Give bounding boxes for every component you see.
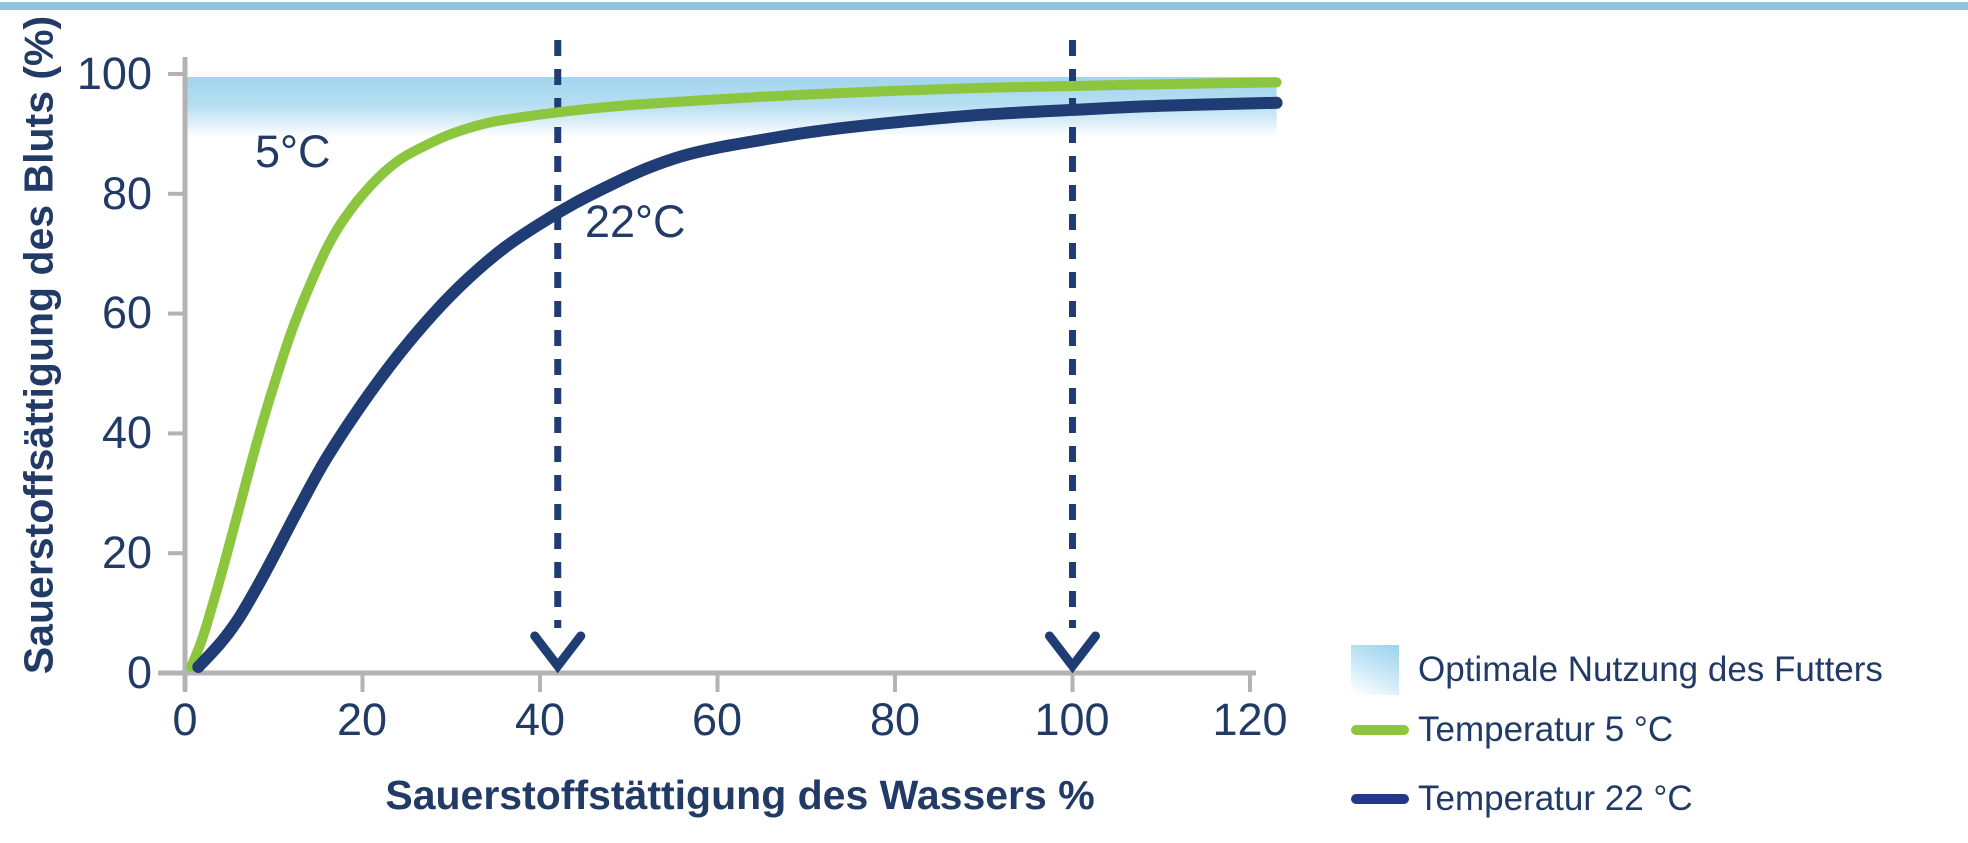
x-axis-title: Sauerstoffstättigung des Wassers % (385, 772, 1095, 818)
temp-5c-line-swatch (1351, 725, 1409, 735)
temp-22c-line-swatch (1351, 794, 1409, 804)
x-tick-label: 120 (1212, 694, 1288, 745)
legend-swatch-wrap (1351, 725, 1418, 735)
legend-item-temp-5c: Temperatur 5 °C (1351, 705, 1673, 755)
legend-item-label: Temperatur 5 °C (1418, 710, 1674, 749)
legend-swatch-wrap (1351, 645, 1418, 695)
x-tick-label: 40 (514, 694, 566, 745)
x-tick-label: 0 (172, 694, 198, 745)
dashed-arrow-head-x100 (1045, 631, 1100, 674)
y-tick-label: 0 (126, 647, 152, 698)
legend-swatch-wrap (1351, 794, 1418, 804)
x-tick-label: 60 (691, 694, 743, 745)
legend-item-label: Temperatur 22 °C (1418, 779, 1693, 818)
annotation-5c-label: 5°C (255, 126, 331, 177)
y-axis-title: Sauerstoffsättigung des Bluts (%) (15, 15, 62, 675)
legend-item-temp-22c: Temperatur 22 °C (1351, 774, 1693, 824)
x-tick-label: 80 (869, 694, 921, 745)
y-tick-label: 20 (101, 527, 152, 578)
curve-22c (192, 96, 1283, 673)
y-tick-label: 60 (101, 287, 152, 338)
top-border-bar (0, 2, 1968, 10)
legend-item-optimal-band: Optimale Nutzung des Futters (1351, 645, 1883, 695)
y-tick-label: 80 (101, 168, 152, 219)
x-tick-label: 20 (336, 694, 388, 745)
y-tick-label: 100 (76, 48, 152, 99)
optimal-band-swatch (1351, 645, 1399, 695)
curve-5c (186, 77, 1282, 672)
annotation-22c-label: 22°C (585, 196, 686, 247)
dashed-arrow-head-x42 (530, 631, 586, 674)
legend-item-label: Optimale Nutzung des Futters (1418, 650, 1883, 689)
y-tick-label: 40 (101, 407, 152, 458)
x-tick-label: 100 (1034, 694, 1110, 745)
